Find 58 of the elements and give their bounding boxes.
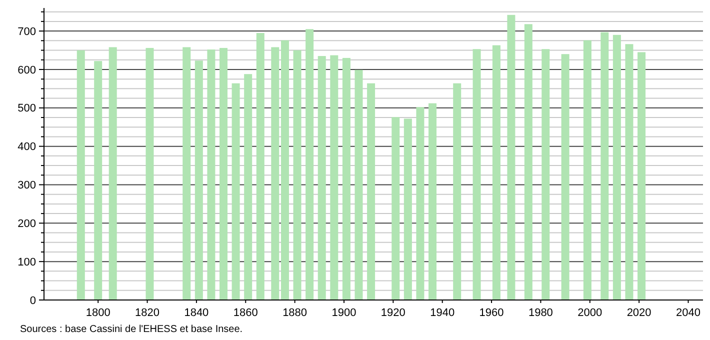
y-tick-label: 500	[18, 102, 36, 115]
x-tick-label: 2020	[626, 307, 652, 319]
bar	[244, 74, 252, 300]
y-tick-label: 200	[18, 218, 36, 230]
bar	[354, 70, 363, 300]
bar	[404, 118, 412, 300]
bar	[612, 34, 621, 300]
y-tick-label: 0	[30, 294, 36, 307]
bar	[392, 117, 400, 300]
bar	[330, 55, 338, 300]
y-tick-label: 100	[18, 256, 36, 268]
x-tick-label: 1920	[380, 307, 406, 319]
x-tick-label: 1860	[233, 307, 258, 319]
source-note: Sources : base Cassini de l'EHESS et base Insee.	[20, 324, 243, 335]
y-tick-label: 400	[18, 141, 36, 154]
bar	[194, 60, 203, 300]
bar	[76, 50, 85, 300]
bar	[207, 49, 216, 300]
bar	[472, 49, 481, 300]
x-tick-label: 2040	[676, 307, 700, 319]
bar	[507, 14, 516, 300]
y-tick-label: 300	[18, 180, 36, 192]
bar	[524, 24, 532, 300]
bar	[108, 47, 117, 300]
bar	[256, 32, 264, 300]
bar	[492, 45, 500, 300]
bar	[306, 29, 314, 300]
x-tick-label: 1800	[86, 307, 110, 319]
bar	[428, 103, 437, 300]
x-tick-label: 1900	[332, 307, 356, 319]
bar	[280, 40, 289, 300]
bar	[293, 50, 302, 300]
x-tick-label: 1940	[430, 307, 455, 319]
bar	[342, 58, 350, 300]
bar	[583, 40, 592, 300]
y-tick-label: 700	[18, 26, 36, 38]
bar	[271, 47, 280, 300]
bar	[232, 83, 240, 300]
bar	[367, 83, 376, 300]
bar	[318, 56, 326, 300]
bar	[453, 83, 462, 300]
bar	[600, 32, 609, 300]
x-tick-label: 2000	[578, 307, 602, 319]
bar	[638, 52, 646, 300]
bar	[94, 61, 102, 300]
bar	[625, 44, 634, 300]
x-tick-label: 1980	[528, 307, 553, 319]
bar	[146, 48, 154, 300]
bar	[416, 107, 424, 300]
bar	[182, 47, 191, 300]
y-tick-label: 600	[18, 64, 36, 76]
bar	[220, 48, 228, 300]
x-tick-label: 1840	[184, 307, 209, 319]
bar	[561, 54, 570, 300]
bar	[542, 49, 550, 300]
x-tick-label: 1960	[479, 307, 504, 319]
x-tick-label: 1820	[135, 307, 160, 319]
x-tick-label: 1880	[282, 307, 308, 319]
